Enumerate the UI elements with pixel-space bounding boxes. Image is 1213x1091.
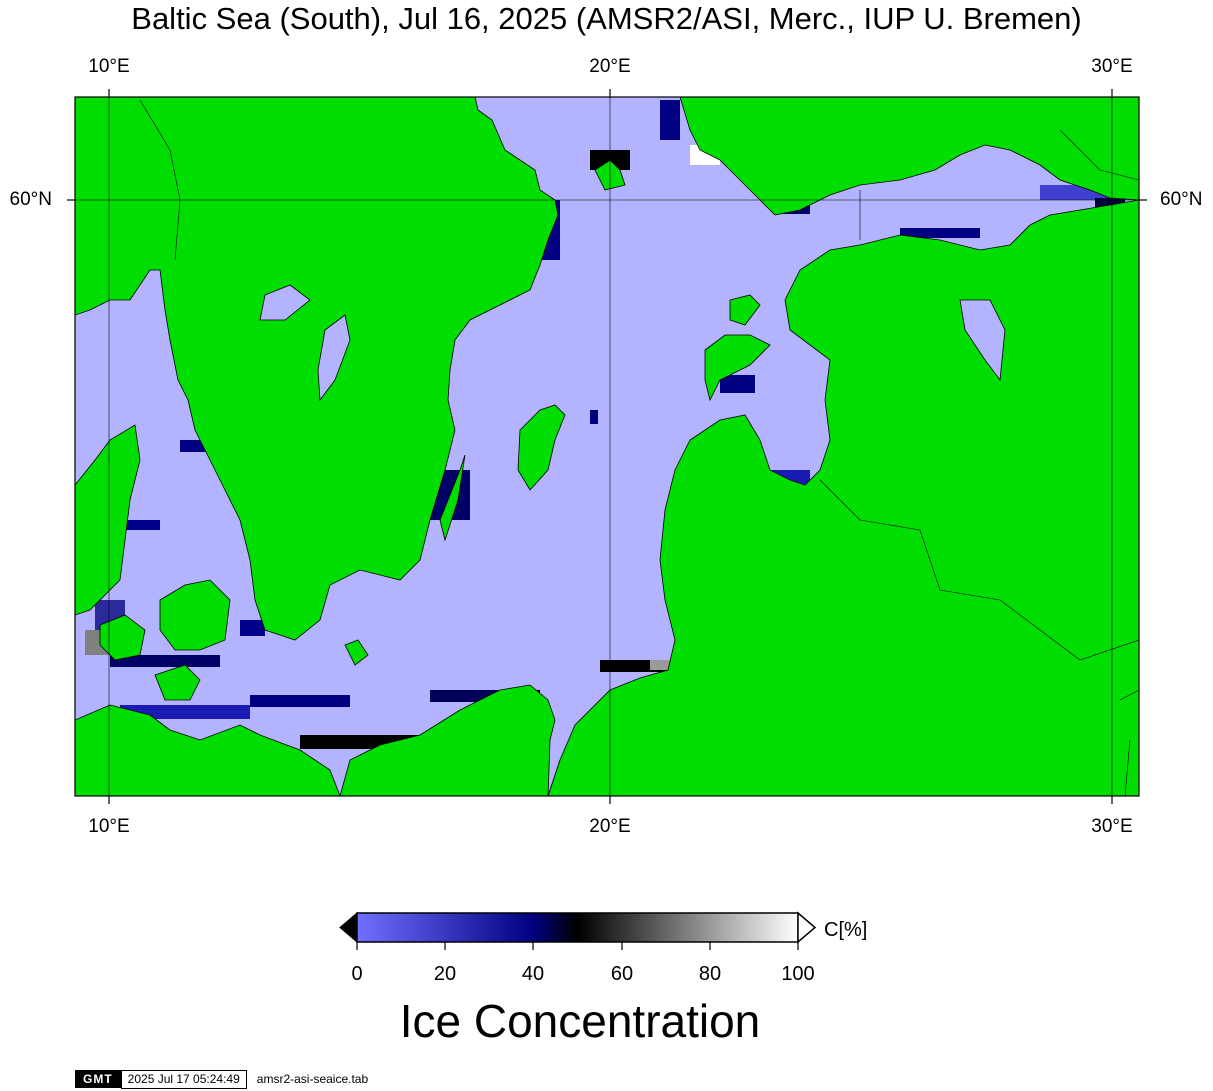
lon-label-top-20e: 20°E [589, 56, 631, 77]
lon-label-top-10e: 10°E [88, 56, 130, 77]
timestamp: 2025 Jul 17 05:24:49 [120, 1069, 247, 1089]
footer: GMT 2025 Jul 17 05:24:49 amsr2-asi-seaic… [75, 1068, 368, 1090]
colorbar-low-arrow [339, 911, 358, 944]
lon-label-bottom-30e: 30°E [1091, 816, 1133, 837]
colorbar-unit: C[%] [824, 919, 868, 941]
gmt-logo: GMT [75, 1070, 121, 1088]
colorbar-tick-label: 40 [521, 963, 545, 985]
country-borders [139, 99, 1139, 796]
colorbar [339, 911, 817, 950]
lat-label-right-60n: 60°N [1160, 189, 1203, 210]
colorbar-tick-label: 60 [610, 963, 634, 985]
colorbar-tick-label: 100 [781, 963, 815, 985]
frame-ticks [67, 89, 1147, 804]
colorbar-ticks [356, 942, 799, 950]
map-title: Baltic Sea (South), Jul 16, 2025 (AMSR2/… [131, 1, 1082, 36]
map-frame [74, 96, 1140, 797]
colorbar-tick-label: 0 [351, 963, 363, 985]
graticule-lines [75, 97, 1139, 796]
colorbar-high-arrow [797, 911, 817, 944]
lakes-layer [259, 284, 1006, 402]
command-label: amsr2-asi-seaice.tab [256, 1072, 369, 1086]
lon-label-bottom-10e: 10°E [88, 816, 130, 837]
colorbar-title: Ice Concentration [399, 995, 761, 1047]
colorbar-gradient [356, 912, 799, 943]
colorbar-tick-label: 80 [698, 963, 722, 985]
lon-label-bottom-20e: 20°E [589, 816, 631, 837]
lon-label-top-30e: 30°E [1091, 56, 1133, 77]
lat-label-left-60n: 60°N [9, 189, 52, 210]
colorbar-tick-label: 20 [433, 963, 457, 985]
